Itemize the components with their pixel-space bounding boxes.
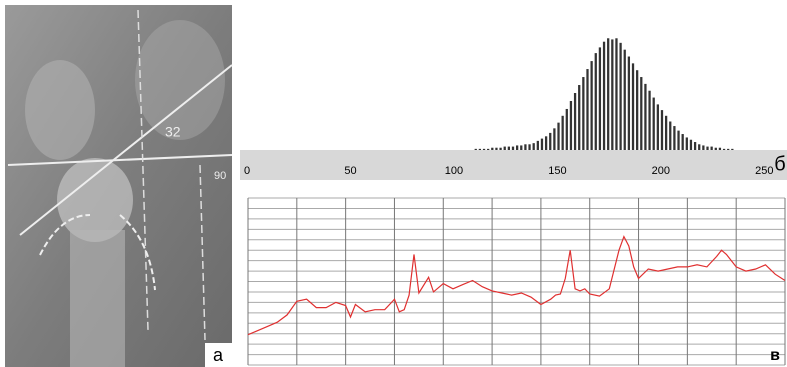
bar bbox=[582, 77, 584, 150]
bar bbox=[586, 69, 588, 150]
bar bbox=[648, 91, 650, 150]
bar bbox=[673, 126, 675, 150]
bar bbox=[504, 147, 506, 150]
bar bbox=[723, 149, 725, 150]
bar bbox=[595, 53, 597, 150]
angle-label: 90 bbox=[214, 170, 226, 182]
bar bbox=[483, 149, 485, 150]
bar bbox=[702, 145, 704, 150]
bar bbox=[512, 147, 514, 150]
angle-label: 32 bbox=[165, 124, 181, 140]
panel-label: a bbox=[213, 345, 224, 365]
x-tick-label: 250 bbox=[755, 165, 773, 177]
bar bbox=[553, 128, 555, 150]
bar bbox=[661, 110, 663, 150]
bar bbox=[491, 148, 493, 150]
bar bbox=[607, 38, 609, 150]
bar bbox=[624, 50, 626, 150]
bar bbox=[508, 147, 510, 150]
bar bbox=[677, 131, 679, 150]
bar bbox=[611, 39, 613, 150]
bar bbox=[682, 134, 684, 150]
bar bbox=[566, 109, 568, 150]
bar bbox=[719, 148, 721, 150]
bar bbox=[694, 142, 696, 150]
line-panel: в bbox=[248, 195, 787, 367]
bar bbox=[669, 122, 671, 151]
bar bbox=[499, 148, 501, 150]
bar bbox=[628, 57, 630, 150]
bar bbox=[528, 144, 530, 150]
figure: 32 90 a 250 200 150 100 50 0 б в bbox=[0, 0, 787, 367]
x-tick-label: 100 bbox=[445, 165, 463, 177]
bar bbox=[599, 47, 601, 150]
bar bbox=[487, 149, 489, 150]
panel-label: в bbox=[770, 347, 780, 364]
bar bbox=[715, 148, 717, 150]
bar bbox=[578, 85, 580, 150]
bar bbox=[615, 38, 617, 150]
bar bbox=[727, 149, 729, 150]
x-tick-label: 200 bbox=[652, 165, 670, 177]
bar bbox=[665, 116, 667, 150]
x-tick-label: 150 bbox=[548, 165, 566, 177]
bar bbox=[520, 145, 522, 150]
bar bbox=[711, 147, 713, 150]
bar bbox=[603, 42, 605, 150]
bar bbox=[706, 147, 708, 150]
bar bbox=[495, 148, 497, 150]
x-tick-label: 50 bbox=[344, 165, 356, 177]
bar bbox=[690, 140, 692, 150]
bar bbox=[657, 104, 659, 150]
histogram-panel: 250 200 150 100 50 0 б bbox=[240, 5, 787, 180]
bar bbox=[570, 101, 572, 150]
bar bbox=[479, 149, 481, 150]
panel-label: б bbox=[774, 153, 785, 175]
bar bbox=[545, 136, 547, 150]
x-tick-label: 0 bbox=[244, 165, 250, 177]
bar bbox=[686, 137, 688, 150]
bar bbox=[562, 116, 564, 150]
bar bbox=[590, 61, 592, 150]
bar bbox=[619, 43, 621, 150]
bar bbox=[640, 77, 642, 150]
bar bbox=[524, 144, 526, 150]
bar bbox=[541, 139, 543, 150]
bar bbox=[533, 143, 535, 150]
bar bbox=[698, 144, 700, 150]
bar bbox=[549, 133, 551, 150]
xray-image: 32 90 a bbox=[5, 5, 232, 367]
bar bbox=[636, 70, 638, 150]
bar bbox=[537, 141, 539, 150]
bar bbox=[557, 123, 559, 150]
bar bbox=[516, 145, 518, 150]
bar bbox=[475, 149, 477, 150]
bar bbox=[574, 93, 576, 150]
bar bbox=[731, 149, 733, 150]
bar bbox=[632, 63, 634, 150]
bar bbox=[653, 98, 655, 150]
bar bbox=[644, 84, 646, 150]
